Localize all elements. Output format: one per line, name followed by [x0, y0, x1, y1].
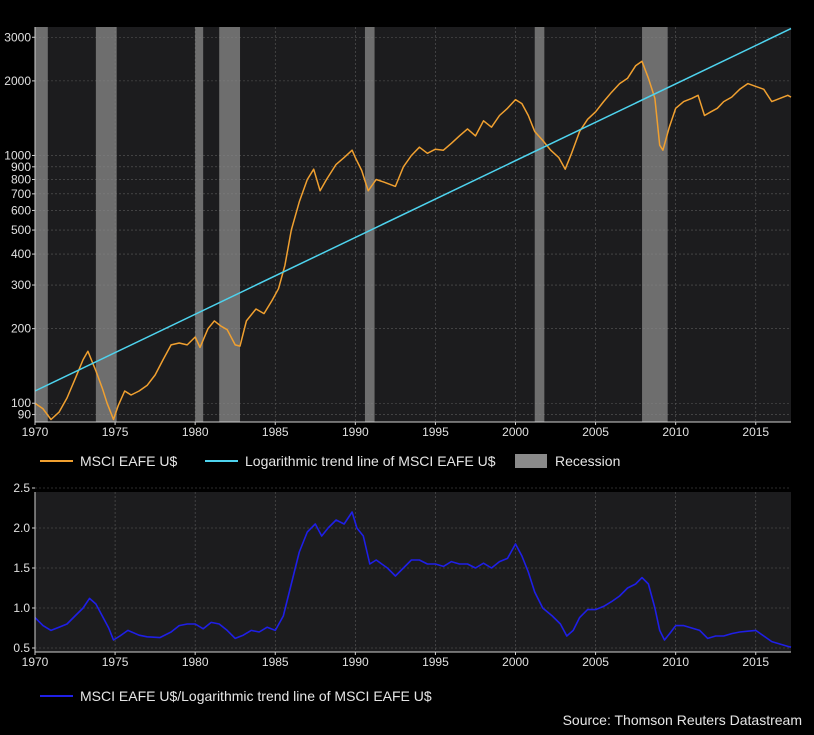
bottom-y-tick-label: 0.5	[13, 641, 30, 655]
top-x-tick-label: 2010	[662, 425, 689, 439]
bottom-x-tick-label: 2010	[662, 655, 689, 669]
bottom-y-tick-label: 2.5	[13, 481, 30, 495]
bottom-x-tick-labels: 1970 1975 1980 1985 1990 1995 2000 2005 2010 2015	[22, 652, 769, 669]
top-plot-area	[35, 27, 791, 422]
recession-band	[364, 27, 375, 422]
legend-recession-swatch	[515, 454, 547, 468]
top-y-tick-label: 100	[11, 396, 31, 410]
bottom-y-tick-labels: 0.5 1.0 1.5 2.0 2.5	[13, 481, 35, 655]
top-y-tick-label: 800	[11, 172, 31, 186]
trend-line	[34, 27, 792, 392]
top-x-tick-labels: 1970 1975 1980 1985 1990 1995 2000 2005 2010 2015	[22, 422, 769, 439]
top-y-tick-label: 500	[11, 223, 31, 237]
recession-band	[195, 27, 204, 422]
top-y-tick-label: 600	[11, 203, 31, 217]
bottom-y-tick-label: 1.0	[13, 601, 30, 615]
legend-recession-label: Recession	[555, 453, 620, 469]
top-y-tick-label: 2000	[4, 74, 31, 88]
top-x-tick-label: 2005	[582, 425, 609, 439]
bottom-chart: 0.5 1.0 1.5 2.0 2.5 1970 1975 1980 1985 1990 1995…	[13, 481, 792, 669]
top-y-tick-label: 700	[11, 187, 31, 201]
bottom-x-tick-label: 2000	[502, 655, 529, 669]
bottom-series-lines	[34, 511, 792, 648]
recession-band	[534, 27, 545, 422]
bottom-x-tick-label: 2005	[582, 655, 609, 669]
top-y-tick-label: 90	[18, 408, 32, 422]
bottom-x-tick-label: 1990	[342, 655, 369, 669]
recession-band	[35, 27, 48, 422]
top-x-tick-label: 1985	[262, 425, 289, 439]
index-line	[34, 60, 792, 421]
legend-index-label: MSCI EAFE U$	[80, 453, 177, 469]
ratio-line	[34, 511, 792, 648]
top-y-tick-label: 1000	[4, 148, 31, 162]
top-x-tick-label: 1970	[22, 425, 49, 439]
top-x-tick-label: 2000	[502, 425, 529, 439]
top-y-tick-label: 300	[11, 278, 31, 292]
bottom-x-tick-label: 1970	[22, 655, 49, 669]
recession-bands	[35, 27, 668, 422]
recession-band	[95, 27, 117, 422]
top-x-tick-label: 1980	[182, 425, 209, 439]
top-y-tick-label: 900	[11, 160, 31, 174]
bottom-x-tick-label: 1985	[262, 655, 289, 669]
bottom-y-tick-label: 1.5	[13, 561, 30, 575]
recession-band	[219, 27, 241, 422]
bottom-x-tick-label: 1995	[422, 655, 449, 669]
top-y-tick-label: 400	[11, 247, 31, 261]
top-x-tick-label: 2015	[742, 425, 769, 439]
bottom-x-tick-label: 2015	[742, 655, 769, 669]
bottom-plot-area	[35, 492, 791, 652]
top-x-tick-label: 1995	[422, 425, 449, 439]
legend-ratio-label: MSCI EAFE U$/Logarithmic trend line of M…	[80, 688, 432, 704]
bottom-legend: MSCI EAFE U$/Logarithmic trend line of M…	[40, 688, 432, 704]
bottom-y-tick-label: 2.0	[13, 521, 30, 535]
top-series-lines	[34, 27, 792, 421]
top-x-tick-label: 1975	[102, 425, 129, 439]
top-y-tick-label: 3000	[4, 30, 31, 44]
recession-band	[642, 27, 668, 422]
bottom-x-tick-label: 1980	[182, 655, 209, 669]
bottom-gridlines	[34, 487, 791, 652]
bottom-x-tick-label: 1975	[102, 655, 129, 669]
top-x-tick-label: 1990	[342, 425, 369, 439]
top-y-tick-label: 200	[11, 322, 31, 336]
top-legend: MSCI EAFE U$ Logarithmic trend line of M…	[40, 453, 620, 469]
source-note: Source: Thomson Reuters Datastream	[563, 712, 802, 728]
legend-trend-label: Logarithmic trend line of MSCI EAFE U$	[245, 453, 496, 469]
